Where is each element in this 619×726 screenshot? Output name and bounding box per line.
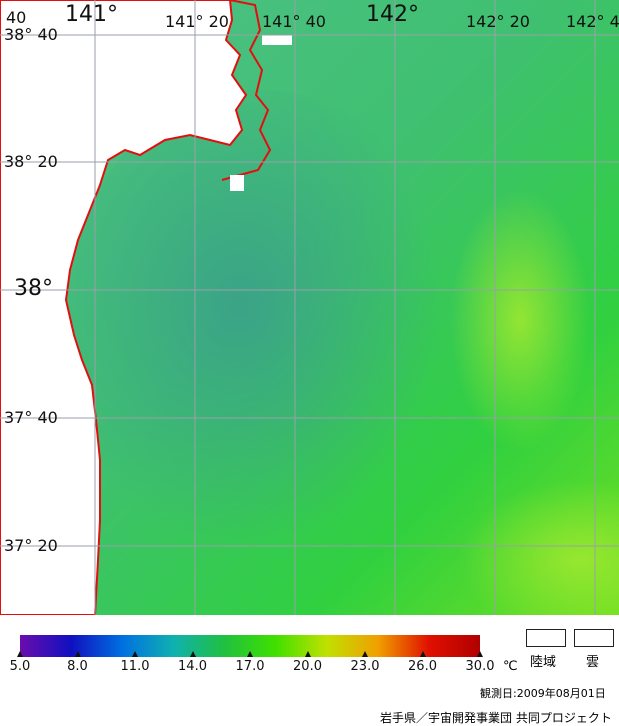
tick-marker	[419, 651, 426, 657]
temperature-legend: 5.0 8.0 11.0 14.0 17.0 20.0 23.0 26.0 30.0 ℃ 陸域 …	[0, 615, 619, 725]
lon-label-141-20: 141° 20	[165, 12, 229, 31]
lat-label-38: 38°	[14, 276, 53, 301]
warm-water-patch-south	[460, 480, 619, 640]
land-area	[0, 0, 248, 616]
lon-label-142-20: 142° 20	[466, 12, 530, 31]
lat-label-37-40: 37° 40	[4, 408, 58, 427]
lat-label-37-20: 37° 20	[4, 536, 58, 555]
sea-surface-temperature-map: 40 141° 141° 20 141° 40 142° 142° 20 142…	[0, 0, 619, 640]
tick-label: 20.0	[293, 659, 322, 674]
observation-date: 観測日:2009年08月01日	[480, 687, 606, 700]
tick-marker	[362, 651, 368, 657]
lat-label-38-40: 38° 40	[4, 25, 58, 44]
cool-water-patch	[60, 90, 460, 570]
sst-map-svg	[0, 0, 619, 640]
tick-label: 11.0	[120, 659, 150, 674]
tick-label: 8.0	[67, 659, 88, 674]
cloud-label: 雲	[586, 655, 600, 670]
tick-label: 17.0	[235, 659, 265, 674]
tick-marker	[477, 651, 483, 657]
tick-label: 14.0	[178, 659, 207, 674]
tick-label: 30.0	[465, 659, 495, 674]
tick-marker	[304, 651, 311, 657]
lon-label-141: 141°	[65, 2, 118, 27]
coastline-north	[221, 0, 272, 181]
tick-marker	[247, 651, 253, 657]
unit-label: ℃	[503, 659, 518, 674]
land-label: 陸域	[530, 655, 557, 670]
tick-marker	[189, 651, 196, 657]
credit-text: 岩手県／宇宙開発事業団 共同プロジェクト	[380, 711, 612, 725]
tick-label: 5.0	[9, 659, 31, 674]
land-swatch	[526, 629, 566, 647]
tick-label: 23.0	[350, 659, 380, 674]
lon-label-141-40: 141° 40	[262, 12, 326, 31]
cloud-patch	[262, 35, 292, 45]
tick-label: 26.0	[408, 659, 437, 674]
tick-marker	[74, 651, 81, 657]
lat-label-38-20: 38° 20	[4, 152, 58, 171]
warm-water-patch	[450, 190, 590, 450]
lon-label-142: 142°	[366, 2, 419, 27]
lon-label-40: 40	[6, 8, 27, 27]
tick-marker	[17, 651, 23, 657]
tick-marker	[132, 651, 138, 657]
cloud-swatch	[574, 629, 614, 647]
cloud-patch-2	[230, 175, 244, 191]
graticule	[0, 0, 619, 615]
lon-label-142-40: 142° 4	[566, 12, 619, 31]
